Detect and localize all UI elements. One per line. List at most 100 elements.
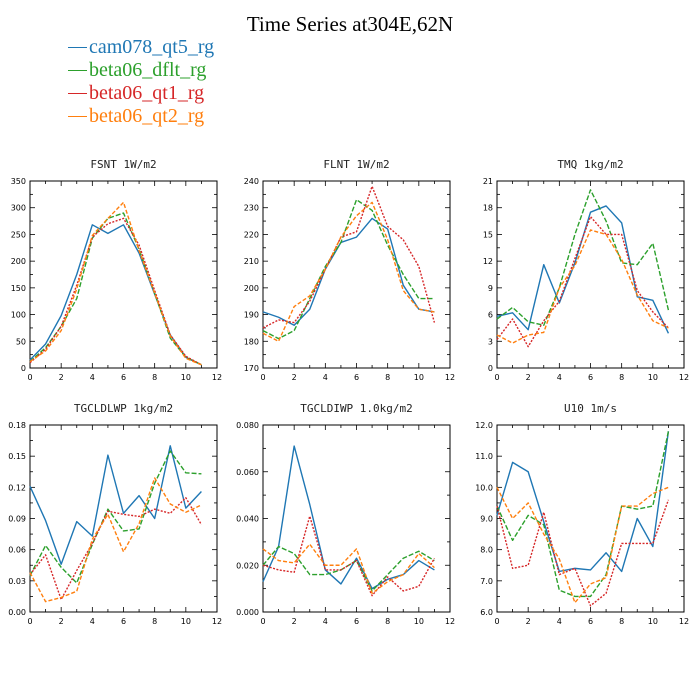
y-tick-label: 18 <box>483 204 493 213</box>
y-tick-label: 0.020 <box>236 561 259 570</box>
y-tick-label: 21 <box>483 177 493 186</box>
series-line <box>29 224 202 366</box>
x-tick-label: 2 <box>526 617 531 626</box>
x-tick-label: 2 <box>59 617 64 626</box>
x-tick-label: 12 <box>212 617 222 626</box>
legend-item: beta06_qt2_rg <box>68 105 214 128</box>
panel-title: TGCLDLWP 1kg/m2 <box>74 402 173 415</box>
series-line <box>262 185 436 329</box>
y-tick-label: 0.09 <box>8 515 26 524</box>
y-tick-label: 0.040 <box>236 515 259 524</box>
y-tick-label: 200 <box>244 284 259 293</box>
x-tick-label: 8 <box>152 617 157 626</box>
x-tick-label: 4 <box>323 617 328 626</box>
x-tick-label: 8 <box>385 617 390 626</box>
y-tick-label: 50 <box>16 337 26 346</box>
chart-panel: TGCLDLWP 1kg/m2 0 2 4 6 8 10 12 0.00 0.03 0.06 0.09… <box>8 402 222 626</box>
x-tick-label: 0 <box>260 373 265 382</box>
panel-title: FLNT 1W/m2 <box>323 158 389 171</box>
x-tick-label: 4 <box>90 373 95 382</box>
x-tick-label: 0 <box>494 373 499 382</box>
series-line <box>496 431 670 573</box>
series-line <box>262 217 435 326</box>
chart-panel: U10 1m/s 0 2 4 6 8 10 12 6.0 7.0 8.0 9.0 10.0 11.0 12.… <box>475 402 689 626</box>
x-tick-label: 4 <box>557 373 562 382</box>
legend-swatch <box>68 92 87 94</box>
series-line <box>29 497 203 601</box>
chart-panel: FLNT 1W/m2 0 2 4 6 8 10 12 170 180 190 200 210 220 230… <box>244 158 455 382</box>
legend-item: cam078_qt5_rg <box>68 36 214 59</box>
series-line <box>496 486 669 604</box>
series-line <box>262 515 436 597</box>
x-tick-label: 10 <box>648 373 658 382</box>
chart-panel: TGCLDIWP 1.0kg/m2 0 2 4 6 8 10 12 0.000 0.020 0.04… <box>236 402 455 626</box>
panel-title: FSNT 1W/m2 <box>90 158 156 171</box>
x-tick-label: 2 <box>59 373 64 382</box>
legend: cam078_qt5_rg beta06_dflt_rg beta06_qt1_… <box>68 36 214 128</box>
y-tick-label: 250 <box>11 230 26 239</box>
series-line <box>496 229 669 344</box>
x-tick-label: 0 <box>27 373 32 382</box>
series-line <box>496 431 670 598</box>
y-tick-label: 6.0 <box>480 608 493 617</box>
x-tick-label: 8 <box>385 373 390 382</box>
x-tick-label: 6 <box>121 373 126 382</box>
series-line <box>29 217 202 366</box>
series-line <box>496 189 670 326</box>
x-tick-label: 10 <box>181 617 191 626</box>
y-tick-label: 0.060 <box>236 468 259 477</box>
y-tick-label: 8.0 <box>480 546 493 555</box>
y-tick-label: 200 <box>11 257 26 266</box>
y-tick-label: 0.000 <box>236 608 259 617</box>
plot-frame <box>29 180 218 369</box>
series-line <box>29 477 202 603</box>
legend-label: cam078_qt5_rg <box>89 36 215 58</box>
x-tick-label: 10 <box>414 373 424 382</box>
y-tick-label: 3 <box>488 337 493 346</box>
series-line <box>262 198 435 340</box>
panel-title: U10 1m/s <box>564 402 617 415</box>
y-tick-label: 0 <box>21 364 26 373</box>
x-tick-label: 10 <box>648 617 658 626</box>
y-tick-label: 0.03 <box>8 577 26 586</box>
x-tick-label: 12 <box>679 617 689 626</box>
y-tick-label: 0.06 <box>8 546 26 555</box>
x-tick-label: 0 <box>494 617 499 626</box>
y-tick-label: 6 <box>488 311 493 320</box>
x-tick-label: 8 <box>619 617 624 626</box>
series-line <box>496 215 669 348</box>
y-tick-label: 220 <box>244 230 259 239</box>
x-tick-label: 6 <box>588 373 593 382</box>
y-tick-label: 7.0 <box>480 577 493 586</box>
series-line <box>262 545 435 592</box>
plot-frame <box>262 424 451 613</box>
legend-label: beta06_qt1_rg <box>89 82 205 104</box>
y-tick-label: 0.080 <box>236 421 259 430</box>
x-tick-label: 6 <box>354 373 359 382</box>
x-tick-label: 4 <box>557 617 562 626</box>
y-tick-label: 210 <box>244 257 259 266</box>
y-tick-label: 240 <box>244 177 259 186</box>
y-tick-label: 300 <box>11 204 26 213</box>
y-tick-label: 11.0 <box>475 452 493 461</box>
legend-item: beta06_dflt_rg <box>68 59 214 82</box>
x-tick-label: 4 <box>323 373 328 382</box>
y-tick-label: 230 <box>244 204 259 213</box>
series-line <box>262 201 435 342</box>
legend-label: beta06_qt2_rg <box>89 105 205 127</box>
x-tick-label: 8 <box>619 373 624 382</box>
x-tick-label: 10 <box>414 617 424 626</box>
series-line <box>29 201 202 366</box>
panel-title: TGCLDIWP 1.0kg/m2 <box>300 402 413 415</box>
plot-frame <box>29 424 218 613</box>
x-tick-label: 6 <box>121 617 126 626</box>
legend-swatch <box>68 115 87 117</box>
x-tick-label: 8 <box>152 373 157 382</box>
y-tick-label: 190 <box>244 311 259 320</box>
x-tick-label: 12 <box>212 373 222 382</box>
series-line <box>496 205 670 334</box>
legend-label: beta06_dflt_rg <box>89 59 207 81</box>
figure-title: Time Series at304E,62N <box>246 12 454 36</box>
